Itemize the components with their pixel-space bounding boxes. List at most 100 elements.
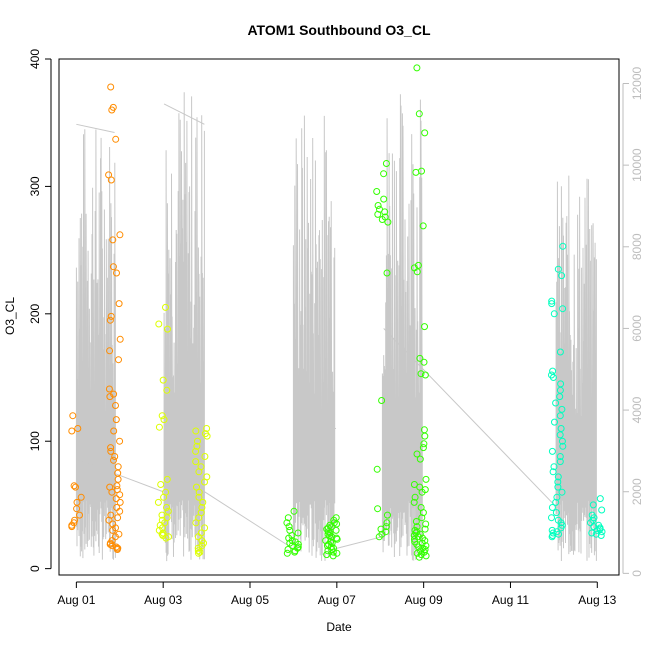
data-point xyxy=(558,272,566,280)
data-point xyxy=(380,195,388,203)
data-point xyxy=(324,528,332,536)
y2-tick-label: 4000 xyxy=(630,396,644,423)
data-point xyxy=(556,453,564,460)
data-point xyxy=(106,316,114,324)
data-point xyxy=(418,488,426,496)
data-point xyxy=(550,310,558,318)
data-point xyxy=(198,504,206,511)
secondary-trace-segment xyxy=(204,491,294,550)
data-point xyxy=(323,551,331,559)
data-point xyxy=(68,523,76,531)
data-point xyxy=(413,268,421,276)
data-point xyxy=(554,265,562,273)
data-point xyxy=(554,483,562,491)
data-point xyxy=(597,532,605,539)
axes: Aug 01 Aug 03 Aug 05 Aug 07 Aug 09 Aug 11 Aug … xyxy=(28,49,644,607)
data-point xyxy=(284,514,292,522)
secondary-trace-burst xyxy=(292,115,336,561)
data-point xyxy=(421,371,429,379)
data-point xyxy=(548,447,556,455)
data-point xyxy=(421,129,429,137)
secondary-trace-segment xyxy=(383,328,558,509)
data-point xyxy=(413,64,421,72)
data-point xyxy=(592,530,600,538)
y2-tick-label: 12000 xyxy=(630,66,644,100)
data-point xyxy=(109,263,117,271)
data-point xyxy=(330,544,337,552)
data-point xyxy=(416,354,424,362)
data-point xyxy=(598,506,606,514)
data-point xyxy=(69,412,77,420)
data-point xyxy=(378,216,386,223)
data-point xyxy=(195,468,203,476)
data-point xyxy=(548,300,556,308)
data-point xyxy=(374,202,382,209)
data-point xyxy=(74,425,82,432)
data-point xyxy=(157,481,165,488)
data-point xyxy=(162,534,170,542)
data-point xyxy=(373,465,381,473)
data-point xyxy=(383,519,391,527)
data-point xyxy=(110,427,118,435)
data-point xyxy=(159,529,167,537)
data-point xyxy=(158,412,166,420)
data-point xyxy=(116,437,124,445)
secondary-trace-segment xyxy=(334,536,383,550)
data-point xyxy=(593,526,601,534)
data-point xyxy=(283,549,291,557)
data-point xyxy=(192,447,200,455)
secondary-trace-burst xyxy=(75,129,116,560)
data-point xyxy=(114,475,122,483)
y-axis-label: O3_CL xyxy=(3,297,17,335)
secondary-trace-burst xyxy=(555,175,597,562)
data-point xyxy=(107,444,115,452)
x-tick-label: Aug 01 xyxy=(57,593,95,607)
data-point xyxy=(415,110,423,118)
data-point xyxy=(554,478,562,486)
data-point xyxy=(164,507,172,515)
data-point xyxy=(323,542,331,550)
data-point xyxy=(559,442,567,450)
data-point xyxy=(114,463,122,471)
data-point xyxy=(329,552,337,560)
data-point xyxy=(374,505,382,513)
data-point xyxy=(384,218,392,226)
data-point xyxy=(329,548,337,556)
data-point xyxy=(201,478,208,486)
data-point xyxy=(420,358,428,366)
data-point xyxy=(550,463,558,471)
data-point xyxy=(554,473,562,481)
data-point xyxy=(114,514,122,522)
chart-title: ATOM1 Southbound O3_CL xyxy=(247,22,430,38)
data-point xyxy=(70,482,78,490)
data-point xyxy=(558,405,566,413)
data-point xyxy=(110,456,117,464)
data-point xyxy=(107,83,115,91)
data-point xyxy=(108,106,116,114)
data-point xyxy=(116,335,124,343)
data-point xyxy=(155,423,163,431)
data-point xyxy=(380,170,388,178)
data-point xyxy=(590,523,598,531)
x-tick-label: Aug 05 xyxy=(231,593,269,607)
data-point xyxy=(596,495,604,503)
data-point xyxy=(549,468,557,476)
secondary-series xyxy=(75,92,597,562)
data-point xyxy=(194,533,202,541)
data-point xyxy=(112,416,120,424)
data-point xyxy=(107,176,115,184)
secondary-trace-segment xyxy=(76,123,115,133)
data-point xyxy=(283,519,291,527)
data-point xyxy=(413,549,421,557)
x-tick-label: Aug 07 xyxy=(318,593,356,607)
x-tick-label: Aug 09 xyxy=(405,593,443,607)
data-point xyxy=(73,505,81,513)
data-point xyxy=(112,402,119,409)
y2-tick-label: 0 xyxy=(630,570,644,577)
data-point xyxy=(284,546,292,553)
data-point xyxy=(422,520,430,528)
data-point xyxy=(199,498,207,506)
data-point xyxy=(196,548,204,556)
data-point xyxy=(116,231,124,239)
data-point xyxy=(163,386,171,394)
